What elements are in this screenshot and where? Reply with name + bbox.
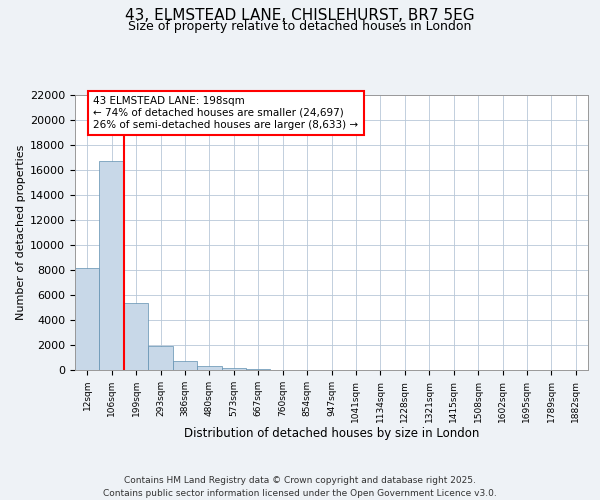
- X-axis label: Distribution of detached houses by size in London: Distribution of detached houses by size …: [184, 428, 479, 440]
- Bar: [221, 368, 246, 370]
- Bar: [197, 366, 221, 370]
- Bar: [100, 161, 124, 370]
- Bar: [75, 268, 100, 370]
- Text: 43, ELMSTEAD LANE, CHISLEHURST, BR7 5EG: 43, ELMSTEAD LANE, CHISLEHURST, BR7 5EG: [125, 8, 475, 22]
- Bar: [148, 346, 173, 370]
- Bar: [246, 369, 271, 370]
- Text: Size of property relative to detached houses in London: Size of property relative to detached ho…: [128, 20, 472, 33]
- Y-axis label: Number of detached properties: Number of detached properties: [16, 145, 26, 320]
- Bar: [124, 302, 148, 370]
- Text: Contains HM Land Registry data © Crown copyright and database right 2025.
Contai: Contains HM Land Registry data © Crown c…: [103, 476, 497, 498]
- Bar: [173, 361, 197, 370]
- Text: 43 ELMSTEAD LANE: 198sqm
← 74% of detached houses are smaller (24,697)
26% of se: 43 ELMSTEAD LANE: 198sqm ← 74% of detach…: [94, 96, 358, 130]
